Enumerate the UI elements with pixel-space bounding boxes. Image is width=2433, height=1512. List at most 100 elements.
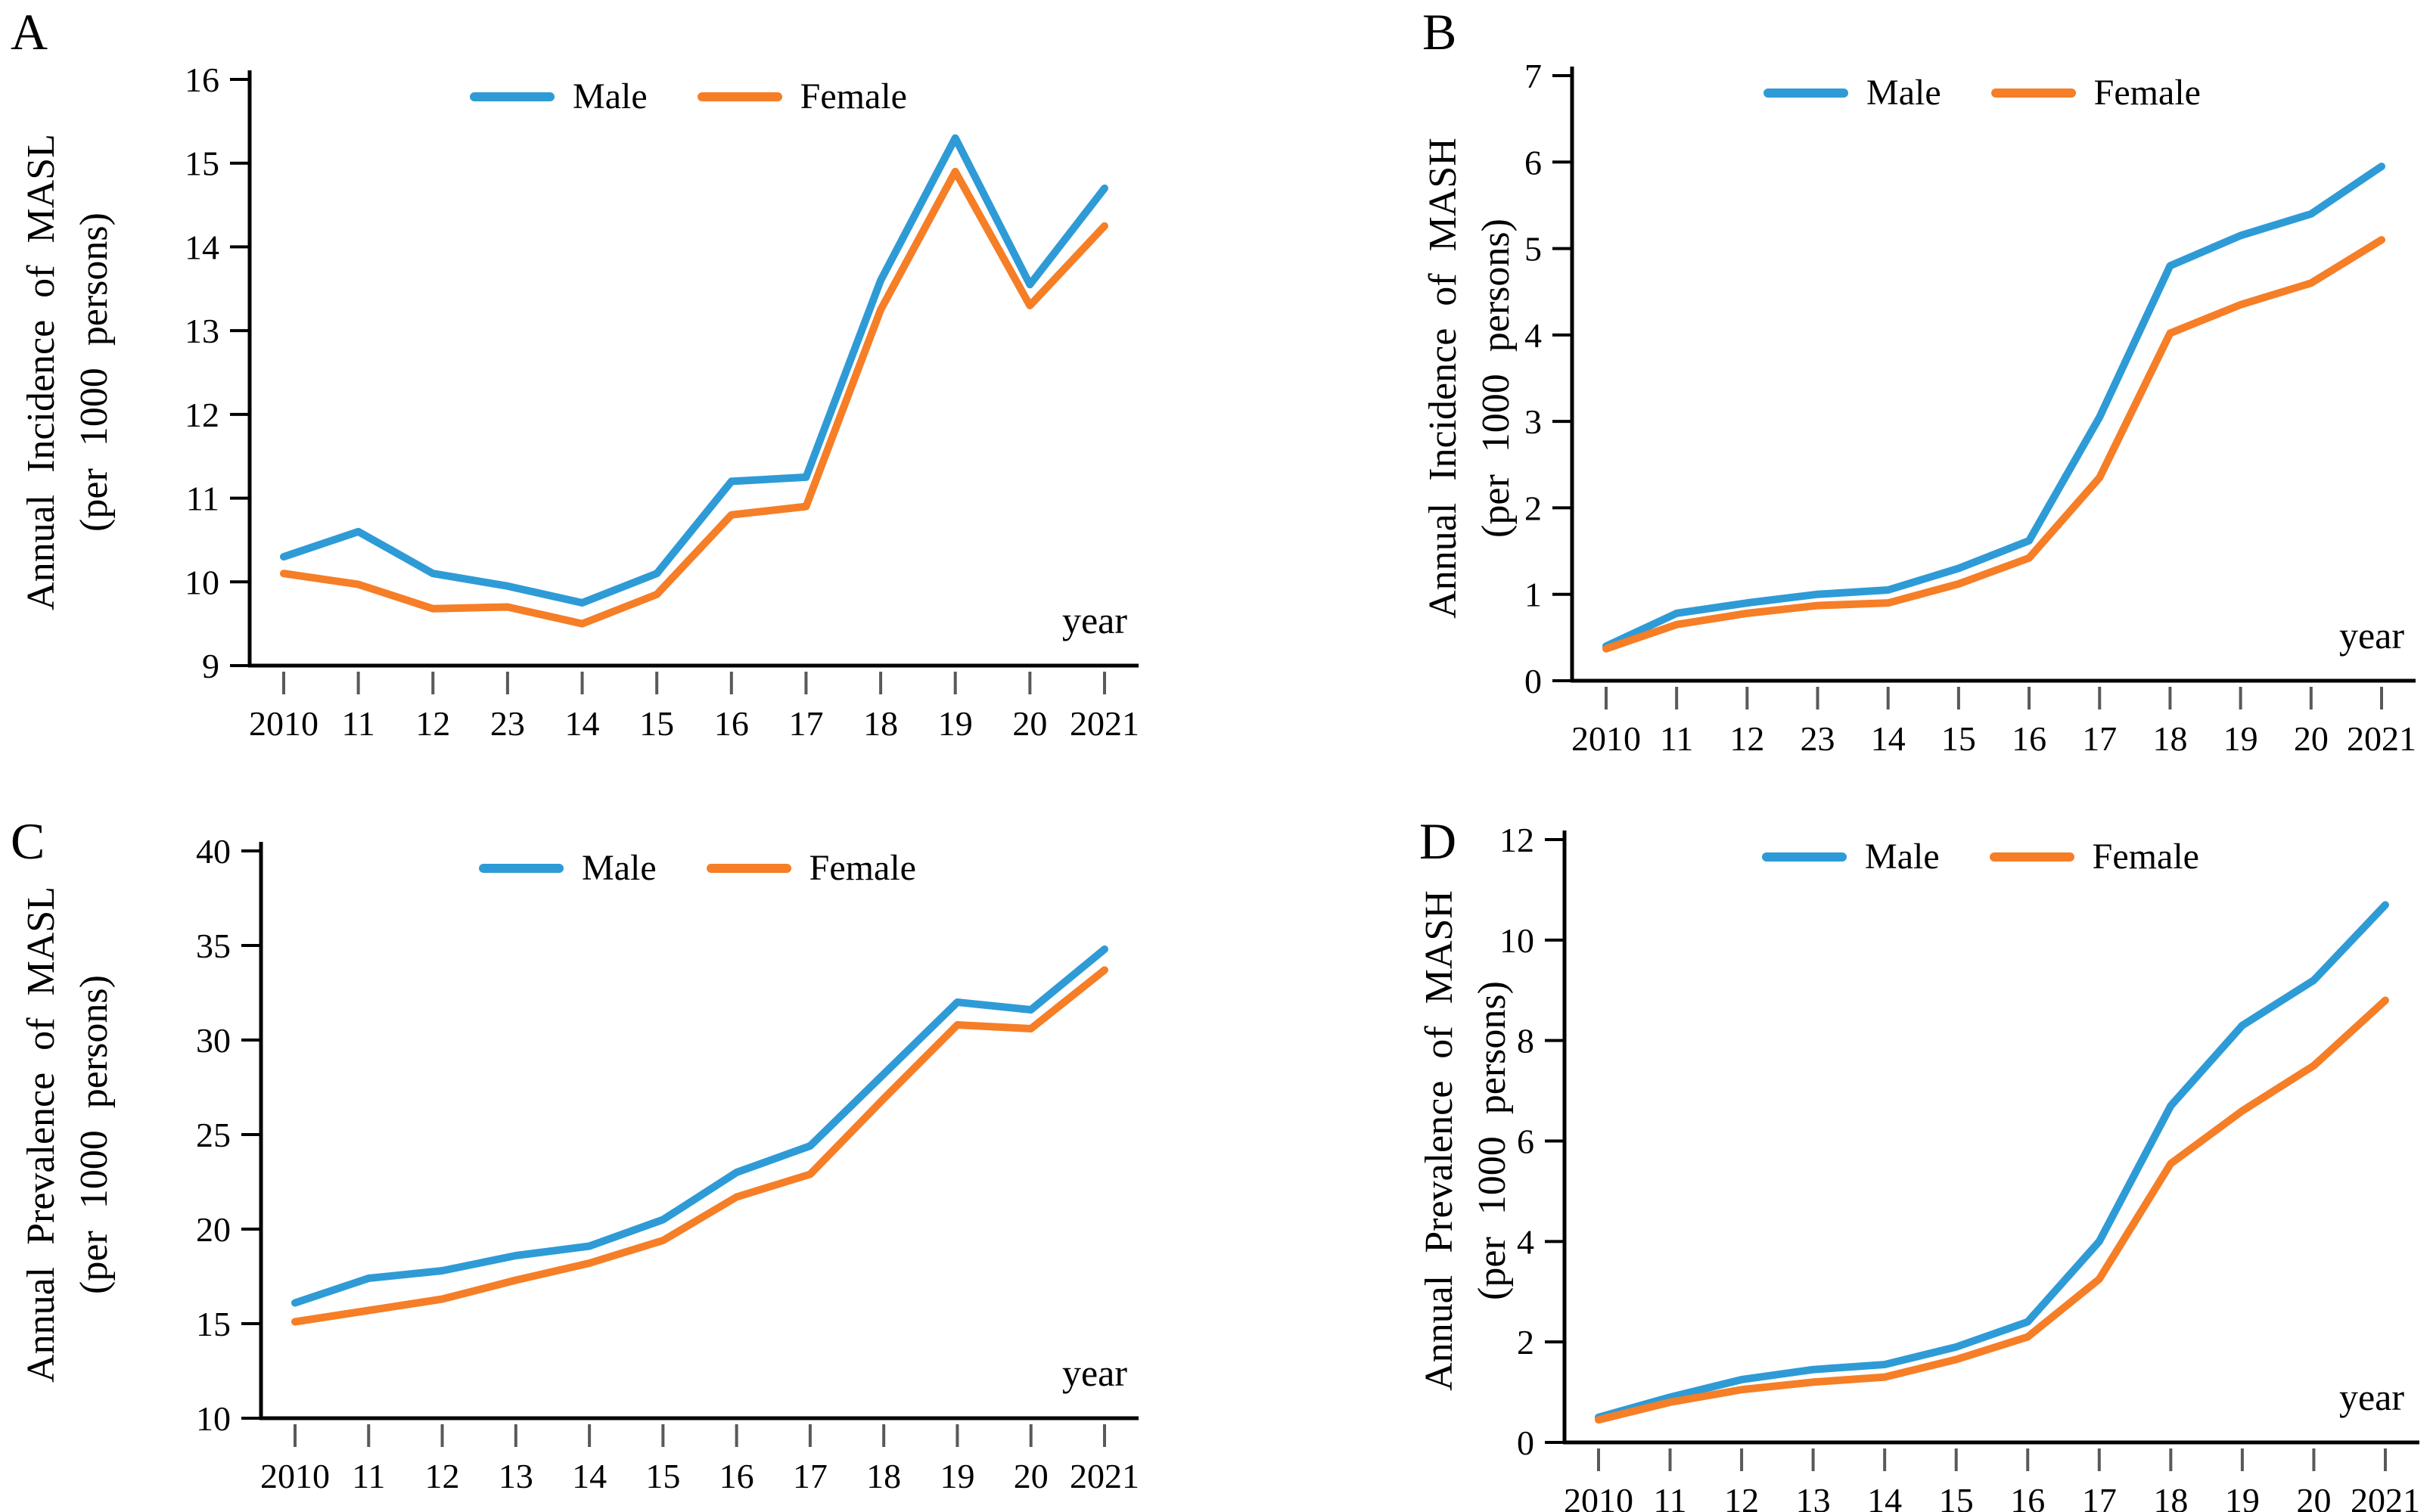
x-tick-label: 15: [1941, 719, 1976, 756]
y-tick-label: 3: [1524, 402, 1542, 441]
series-line-female: [1602, 236, 2385, 653]
y-tick-label: 10: [196, 1399, 231, 1438]
legend-item-male: Male: [1763, 72, 1941, 113]
y-tick-label: 12: [1499, 821, 1534, 859]
female-line-swatch: [1990, 88, 2076, 98]
x-tick-label: 15: [645, 1457, 680, 1495]
x-tick-label: 15: [639, 704, 674, 743]
x-tick-label: 2010: [249, 704, 318, 743]
legend-label-female: Female: [2092, 837, 2199, 877]
y-tick-label: 2: [1524, 489, 1542, 527]
panel-letter: D: [1419, 812, 1457, 870]
y-tick-label: 15: [185, 144, 219, 183]
x-tick-label: 17: [2082, 1481, 2117, 1512]
x-tick-label: 2021: [2351, 1481, 2420, 1512]
x-axis-title: year: [2338, 1376, 2404, 1418]
y-tick-label: 0: [1517, 1424, 1534, 1462]
legend-label-female: Female: [2093, 73, 2201, 113]
panel-d: D Annual Prevalence of MASH (per 1000 pe…: [1216, 756, 2433, 1512]
legend-item-female: Female: [706, 847, 916, 889]
x-tick-label: 18: [866, 1457, 901, 1495]
legend: Male Female: [479, 847, 916, 889]
x-tick-label: 16: [2010, 1481, 2045, 1512]
y-tick-label: 25: [196, 1116, 231, 1154]
legend-item-male: Male: [1762, 836, 1940, 877]
y-tick-label: 6: [1524, 143, 1542, 182]
x-tick-label: 16: [2012, 719, 2046, 756]
y-tick-label: 4: [1524, 316, 1542, 355]
legend-label-female: Female: [809, 848, 916, 888]
x-axis-title: year: [1061, 1352, 1127, 1394]
panel-a: A Annual Incidence of MASL (per 1000 per…: [0, 0, 1216, 756]
x-tick-label: 12: [415, 704, 450, 743]
x-tick-label: 13: [499, 1457, 533, 1495]
panel-c: C Annual Prevalence of MASL (per 1000 pe…: [0, 756, 1216, 1512]
x-tick-label: 20: [1012, 704, 1047, 743]
x-tick-label: 19: [2225, 1481, 2260, 1512]
female-line-swatch: [1989, 852, 2074, 862]
legend-label-male: Male: [1866, 73, 1941, 113]
series-line-male: [280, 134, 1108, 607]
x-tick-label: 11: [341, 704, 374, 743]
panel-letter: A: [11, 3, 48, 61]
x-tick-label: 13: [1796, 1481, 1831, 1512]
y-tick-label: 6: [1517, 1122, 1534, 1161]
x-tick-label: 20: [2296, 1481, 2331, 1512]
y-tick-label: 14: [185, 228, 219, 266]
female-line-swatch: [697, 92, 782, 101]
x-tick-label: 14: [1871, 719, 1906, 756]
y-tick-label: 13: [185, 312, 219, 350]
legend-label-male: Male: [573, 76, 648, 116]
x-tick-label: 18: [863, 704, 898, 743]
x-tick-label: 16: [714, 704, 749, 743]
x-tick-label: 2010: [1571, 719, 1641, 756]
series-line-female: [280, 167, 1108, 628]
x-tick-label: 19: [938, 704, 973, 743]
series-line-male: [291, 945, 1108, 1307]
y-tick-label: 10: [1499, 921, 1534, 960]
x-tick-label: 23: [490, 704, 525, 743]
x-tick-label: 23: [1801, 719, 1835, 756]
male-line-swatch: [1762, 852, 1847, 862]
y-tick-label: 11: [186, 480, 219, 518]
panel-letter: B: [1422, 3, 1457, 61]
y-tick-label: 30: [196, 1021, 231, 1060]
legend-item-male: Male: [470, 76, 648, 117]
male-line-swatch: [479, 863, 564, 873]
y-tick-label: 40: [196, 832, 231, 871]
male-line-swatch: [1763, 88, 1849, 98]
x-tick-label: 14: [1867, 1481, 1902, 1512]
legend-item-female: Female: [1989, 836, 2199, 877]
legend: Male Female: [1763, 72, 2201, 113]
y-tick-label: 4: [1517, 1222, 1534, 1261]
y-tick-label: 10: [185, 563, 219, 601]
x-tick-label: 15: [1939, 1481, 1974, 1512]
x-tick-label: 2021: [1070, 704, 1139, 743]
y-tick-label: 2: [1517, 1323, 1534, 1361]
legend-label-male: Male: [1865, 837, 1940, 877]
x-tick-label: 17: [788, 704, 823, 743]
y-tick-label: 16: [185, 61, 219, 99]
y-tick-label: 9: [202, 647, 219, 685]
legend-label-female: Female: [800, 76, 907, 116]
plot-area: 0 2 4 6 8 10 12 2010 11 12 13 14 15 16 17 18 19 20 2021: [1499, 821, 2420, 1512]
x-tick-label: 2010: [260, 1457, 330, 1495]
y-tick-label: 1: [1524, 576, 1542, 614]
x-tick-label: 19: [2223, 719, 2258, 756]
series-line-female: [1595, 996, 2389, 1424]
x-tick-label: 17: [2082, 719, 2117, 756]
y-tick-label: 0: [1524, 662, 1542, 700]
x-axis-title: year: [1061, 599, 1127, 641]
x-tick-label: 16: [719, 1457, 754, 1495]
legend: Male Female: [470, 76, 907, 117]
x-tick-label: 11: [1660, 719, 1693, 756]
x-tick-label: 11: [352, 1457, 385, 1495]
x-tick-label: 18: [2152, 719, 2187, 756]
y-tick-label: 12: [185, 396, 219, 434]
y-tick-label: 7: [1524, 57, 1542, 95]
y-tick-label: 5: [1524, 230, 1542, 269]
x-tick-label: 20: [1014, 1457, 1049, 1495]
x-tick-label: 17: [793, 1457, 828, 1495]
